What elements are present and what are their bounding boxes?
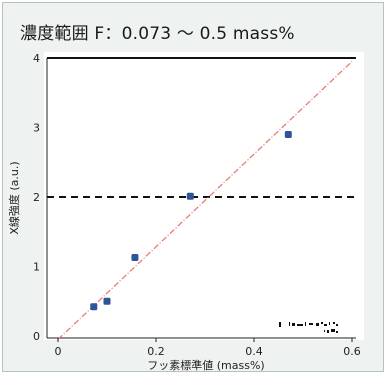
x-tick-label: 0.4 <box>245 345 263 358</box>
data-point <box>90 303 98 311</box>
x-tick-label: 0 <box>55 345 62 358</box>
x-tick-label: 0.6 <box>343 345 361 358</box>
y-tick-label: 3 <box>33 122 40 135</box>
data-point <box>186 192 194 200</box>
chart-title: 濃度範囲 F：0.073 〜 0.5 mass% <box>20 24 295 44</box>
y-tick-label: 2 <box>33 191 40 204</box>
y-tick-label: 1 <box>33 261 40 274</box>
inset-annotation <box>279 322 338 333</box>
data-point <box>284 130 292 138</box>
y-axis-label: X線強度 (a.u.) <box>7 161 21 234</box>
data-point <box>131 253 139 261</box>
x-tick-label: 0.2 <box>147 345 165 358</box>
y-tick-label: 4 <box>33 52 40 65</box>
data-point <box>103 297 111 305</box>
fit-line <box>57 61 353 340</box>
y-tick-label: 0 <box>33 330 40 343</box>
x-axis-label: フッ素標準値 (mass%) <box>147 358 264 372</box>
